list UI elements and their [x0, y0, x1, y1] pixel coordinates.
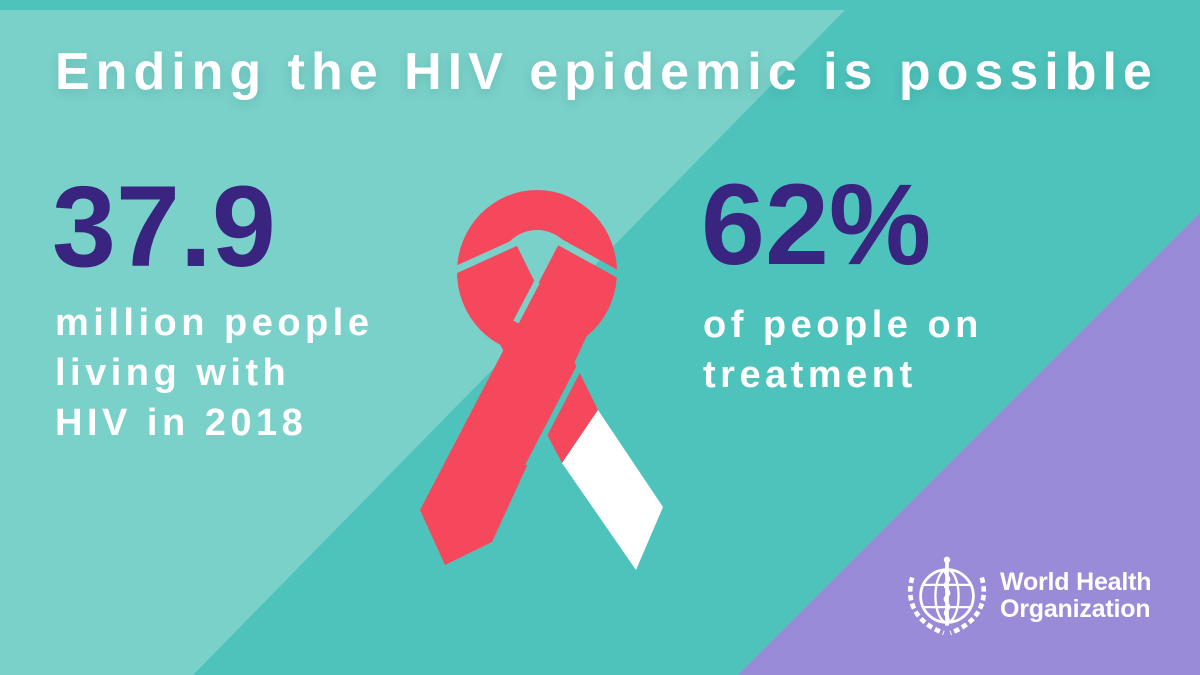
- ribbon-loop: [457, 190, 617, 354]
- stat-label-people-living-with-hiv: million people living with HIV in 2018: [55, 298, 373, 448]
- who-logotype: World Health Organization: [1000, 568, 1152, 623]
- stat-label-line: living with: [55, 352, 291, 394]
- ribbon-band-right-white-tip: [562, 410, 663, 570]
- who-logotype-line2: Organization: [1000, 595, 1151, 623]
- stat-value-on-treatment: 62%: [701, 161, 932, 289]
- stat-value-people-living-with-hiv: 37.9: [52, 163, 276, 291]
- stat-label-line: of people on: [703, 304, 983, 346]
- stat-label-line: million people: [55, 302, 374, 344]
- stat-label-line: treatment: [703, 354, 917, 396]
- purple-corner-triangle: [738, 213, 1200, 675]
- who-logotype-line1: World Health: [1000, 568, 1152, 596]
- stat-label-on-treatment: of people on treatment: [703, 300, 983, 400]
- who-logo: World Health Organization: [903, 553, 1152, 639]
- who-emblem-icon: [907, 556, 987, 636]
- stat-label-line: HIV in 2018: [55, 402, 308, 444]
- light-teal-diagonal-panel: [0, 10, 845, 675]
- headline: Ending the HIV epidemic is possible: [55, 43, 1158, 101]
- red-awareness-ribbon-icon: [420, 190, 663, 570]
